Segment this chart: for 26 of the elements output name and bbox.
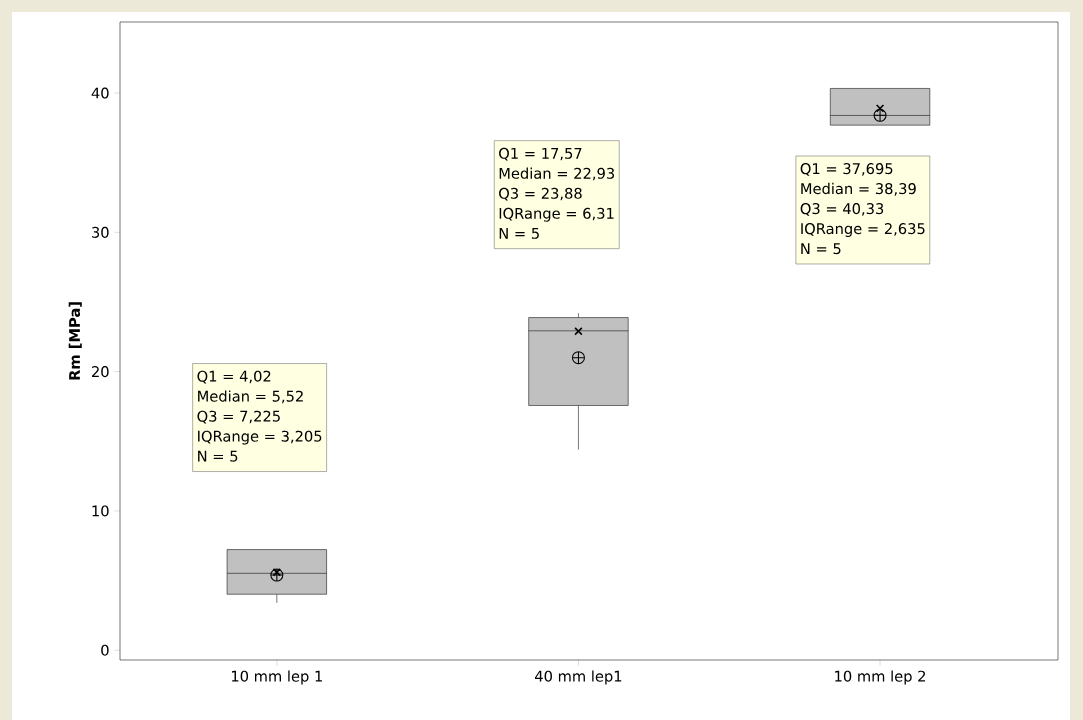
- x-tick-label: 40 mm lep1: [535, 670, 622, 685]
- annotation: Q1 = 37,695: [800, 163, 893, 176]
- x-tick-label: 10 mm lep 1: [231, 670, 322, 685]
- y-tick-label: 0: [101, 644, 109, 656]
- annotation: N = 5: [499, 227, 539, 239]
- annotation: Q1 = 4,02: [197, 370, 271, 384]
- annotation: Q3 = 40,33: [800, 203, 884, 216]
- annotation: Q1 = 17,57: [499, 147, 582, 161]
- point: [574, 327, 583, 336]
- annotation: Q3 = 7,225: [197, 410, 280, 424]
- y-tick-label: 30: [92, 226, 109, 238]
- annotation: IQRange = 2,635: [801, 223, 925, 238]
- annotation: Median = 38,39: [801, 182, 916, 196]
- annotation: N = 5: [198, 450, 238, 462]
- annotation: Median = 5,52: [198, 390, 303, 404]
- annotation: Q3 = 23,88: [499, 187, 582, 201]
- annotation: IQRange = 6,31: [499, 207, 614, 222]
- annotation: IQRange = 3,205: [198, 430, 322, 445]
- y-axis-title: Rm [MPa]: [68, 302, 82, 380]
- annotation: Median = 22,93: [499, 167, 615, 181]
- annotation: N = 5: [801, 243, 841, 255]
- point: [875, 104, 885, 113]
- y-tick-label: 40: [91, 87, 109, 99]
- x-tick-label: 10 mm lep 2: [835, 670, 926, 685]
- y-tick-label: 10: [92, 505, 109, 517]
- y-tick-label: 20: [92, 366, 109, 378]
